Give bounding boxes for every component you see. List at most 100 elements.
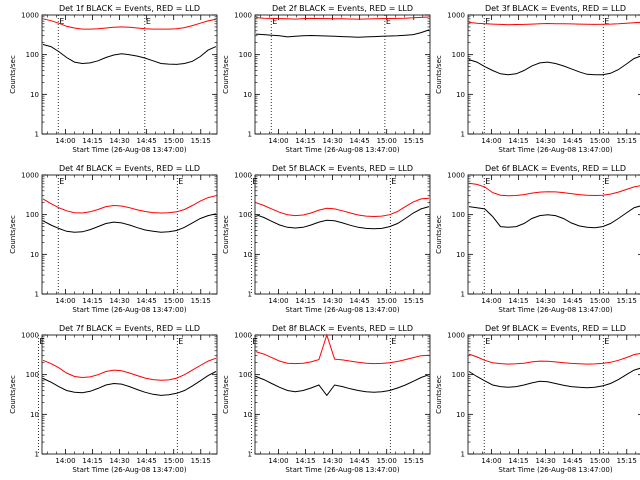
- chart-panel-1: Det 1f BLACK = Events, RED = LLD 1 10 100 10…: [9, 4, 218, 154]
- y-tick-label: 1000: [21, 332, 39, 340]
- y-tick-label: 1000: [234, 332, 252, 340]
- y-axis-label: Counts/sec: [9, 55, 17, 94]
- x-tick-label: 14:30: [109, 297, 129, 305]
- x-tick-label: 15:00: [377, 457, 397, 465]
- x-tick-label: 14:00: [55, 137, 75, 145]
- x-tick-label: 14:30: [535, 137, 555, 145]
- series-line-events: [42, 44, 217, 65]
- y-tick-label: 10: [243, 411, 252, 419]
- x-tick-label: 14:30: [322, 457, 342, 465]
- x-axis-label: Start Time (26-Aug-08 13:47:00): [498, 306, 612, 314]
- x-tick-label: 14:45: [137, 137, 157, 145]
- y-axis-label: Counts/sec: [222, 55, 230, 94]
- y-axis-label: Counts/sec: [222, 215, 230, 254]
- event-marker-label: E: [178, 177, 183, 186]
- y-tick-label: 100: [26, 51, 39, 59]
- y-tick-label: 10: [456, 411, 465, 419]
- y-axis-label: Counts/sec: [435, 375, 443, 414]
- x-tick-label: 15:15: [617, 457, 637, 465]
- event-marker-label: E: [604, 177, 609, 186]
- x-tick-label: 14:00: [268, 457, 288, 465]
- series-line-events: [468, 367, 640, 389]
- x-tick-label: 15:15: [404, 457, 424, 465]
- x-tick-label: 15:15: [617, 137, 637, 145]
- y-tick-label: 1000: [447, 12, 465, 20]
- y-tick-label: 100: [239, 51, 252, 59]
- y-tick-label: 1: [461, 131, 465, 139]
- y-tick-label: 10: [30, 91, 39, 99]
- plot-frame: [41, 334, 218, 455]
- event-marker-label: E: [391, 337, 396, 346]
- event-marker-label: E: [252, 337, 257, 346]
- x-tick-label: 14:45: [563, 137, 583, 145]
- x-tick-label: 14:15: [508, 137, 528, 145]
- y-tick-label: 10: [243, 91, 252, 99]
- series-line-events: [42, 371, 217, 396]
- y-tick-label: 1000: [447, 172, 465, 180]
- series-line-events: [255, 206, 430, 230]
- x-tick-label: 14:30: [109, 457, 129, 465]
- event-marker-label: E: [252, 177, 257, 186]
- event-marker-label: E: [59, 177, 64, 186]
- plot-frame: [467, 14, 640, 135]
- series-line-lld: [255, 16, 430, 20]
- y-tick-label: 10: [456, 251, 465, 259]
- plot-frame: [254, 14, 431, 135]
- x-tick-label: 15:00: [590, 457, 610, 465]
- y-tick-label: 10: [456, 91, 465, 99]
- x-tick-label: 14:45: [350, 297, 370, 305]
- chart-title: Det 4f BLACK = Events, RED = LLD: [59, 164, 200, 173]
- series-line-lld: [255, 197, 430, 218]
- plot-frame: [467, 334, 640, 455]
- event-marker-label: E: [604, 337, 609, 346]
- x-tick-label: 14:30: [322, 297, 342, 305]
- chart-panel-5: Det 5f BLACK = Events, RED = LLD 1 10 100 10…: [222, 164, 431, 314]
- y-tick-label: 1000: [447, 332, 465, 340]
- x-tick-label: 15:00: [164, 137, 184, 145]
- x-tick-label: 15:15: [191, 137, 211, 145]
- y-tick-label: 10: [30, 251, 39, 259]
- x-tick-label: 14:15: [295, 137, 315, 145]
- event-marker-label: E: [146, 17, 151, 26]
- series-line-lld: [42, 18, 217, 30]
- x-tick-label: 14:45: [563, 457, 583, 465]
- x-tick-label: 14:30: [535, 297, 555, 305]
- series-line-events: [468, 55, 640, 76]
- series-line-lld: [42, 357, 217, 381]
- x-tick-label: 15:00: [164, 457, 184, 465]
- chart-panel-4: Det 4f BLACK = Events, RED = LLD 1 10 100 10…: [9, 164, 218, 314]
- x-tick-label: 15:00: [377, 297, 397, 305]
- x-tick-label: 14:15: [508, 297, 528, 305]
- x-tick-label: 14:00: [268, 137, 288, 145]
- plot-frame: [41, 14, 218, 135]
- chart-panel-3: Det 3f BLACK = Events, RED = LLD 1 10 100 10…: [435, 4, 640, 154]
- plot-frame: [254, 174, 431, 295]
- x-tick-label: 14:45: [563, 297, 583, 305]
- x-tick-label: 14:45: [350, 137, 370, 145]
- event-marker-label: E: [485, 177, 490, 186]
- plot-frame: [467, 174, 640, 295]
- x-tick-label: 14:15: [508, 457, 528, 465]
- chart-panel-8: Det 8f BLACK = Events, RED = LLD 1 10 100 10…: [222, 324, 431, 474]
- x-axis-label: Start Time (26-Aug-08 13:47:00): [72, 146, 186, 154]
- x-tick-label: 14:15: [295, 297, 315, 305]
- x-tick-label: 15:15: [617, 297, 637, 305]
- event-marker-label: E: [386, 17, 391, 26]
- event-marker-label: E: [39, 337, 44, 346]
- x-axis-label: Start Time (26-Aug-08 13:47:00): [285, 306, 399, 314]
- y-axis-label: Counts/sec: [9, 215, 17, 254]
- series-line-lld: [42, 195, 217, 214]
- chart-title: Det 1f BLACK = Events, RED = LLD: [59, 4, 200, 13]
- y-tick-label: 100: [26, 211, 39, 219]
- x-axis-label: Start Time (26-Aug-08 13:47:00): [285, 146, 399, 154]
- y-tick-label: 1000: [21, 172, 39, 180]
- x-tick-label: 15:15: [191, 297, 211, 305]
- y-tick-label: 1000: [234, 12, 252, 20]
- x-tick-label: 14:00: [481, 457, 501, 465]
- y-tick-label: 10: [243, 251, 252, 259]
- plot-frame: [254, 334, 431, 455]
- event-marker-label: E: [59, 17, 64, 26]
- x-tick-label: 14:45: [137, 457, 157, 465]
- y-tick-label: 1: [35, 451, 39, 459]
- event-marker-label: E: [391, 177, 396, 186]
